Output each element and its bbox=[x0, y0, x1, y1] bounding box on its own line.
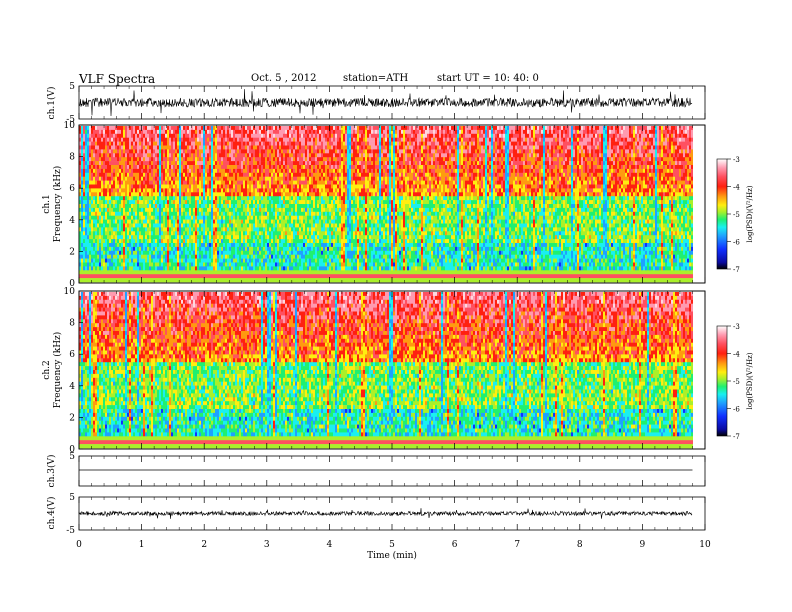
x-tick-label: 9 bbox=[640, 540, 646, 550]
ch1-colorbar-label: log(PSD)(V²/Hz) bbox=[746, 185, 754, 242]
ch1-spec-ytick-label: 4 bbox=[69, 216, 75, 226]
x-tick-label: 7 bbox=[514, 540, 520, 550]
ch2-spec-ytick-label: 8 bbox=[69, 319, 75, 329]
x-axis-label: Time (min) bbox=[367, 550, 417, 561]
ch1-spec-ytick-label: 2 bbox=[69, 247, 75, 257]
ch1-spec-ylabel: Frequency (kHz) bbox=[52, 166, 63, 243]
ch2-spec-channel-label: ch.2 bbox=[42, 360, 52, 379]
ch3-ytick-label: 5 bbox=[69, 452, 75, 462]
x-tick-label: 3 bbox=[264, 540, 270, 550]
ch1-ytick-label: -5 bbox=[66, 115, 75, 125]
ch2-spec-ytick-label: 6 bbox=[69, 350, 75, 360]
ch2-spec-ytick-label: 10 bbox=[64, 287, 76, 297]
x-tick-label: 1 bbox=[139, 540, 145, 550]
ch1-spectrogram-cells bbox=[79, 126, 693, 282]
ch1-spec-channel-label: ch.1 bbox=[42, 194, 52, 213]
ch2-spec-ylabel: Frequency (kHz) bbox=[52, 332, 63, 409]
ch2-colorbar-label: log(PSD)(V²/Hz) bbox=[746, 352, 754, 409]
ch1-colorbar-tick-label: -6 bbox=[733, 239, 740, 247]
ch2-colorbar-tick-label: -6 bbox=[733, 406, 740, 414]
ch1-colorbar-tick-label: -7 bbox=[733, 266, 740, 274]
x-tick-label: 0 bbox=[76, 540, 82, 550]
x-tick-label: 10 bbox=[699, 540, 711, 550]
x-tick-label: 5 bbox=[389, 540, 395, 550]
ch2-colorbar-tick-label: -4 bbox=[733, 351, 740, 359]
ch4-ylabel: ch.4(V) bbox=[46, 497, 57, 530]
ch2-spec-ytick-label: 4 bbox=[69, 382, 75, 392]
ch1-waveform-line bbox=[79, 89, 692, 116]
ch3-ylabel: ch.3(V) bbox=[46, 455, 57, 488]
ch1-colorbar-tick-label: -3 bbox=[733, 156, 740, 164]
ch4-ytick-label: 5 bbox=[69, 493, 75, 503]
ch2-colorbar-tick-label: -5 bbox=[733, 378, 740, 386]
ch1-spec-ytick-label: 6 bbox=[69, 184, 75, 194]
x-tick-label: 8 bbox=[577, 540, 583, 550]
ch1-colorbar-tick-label: -4 bbox=[733, 184, 740, 192]
ch2-colorbar bbox=[717, 326, 727, 436]
x-tick-label: 6 bbox=[452, 540, 458, 550]
ch4-waveform-line bbox=[79, 508, 692, 519]
ch1-ylabel: ch.1(V) bbox=[46, 87, 57, 120]
ch1-colorbar-tick-label: -5 bbox=[733, 211, 740, 219]
x-tick-label: 2 bbox=[201, 540, 207, 550]
ch1-colorbar bbox=[717, 159, 727, 269]
ch2-spectrogram-cells bbox=[79, 292, 693, 448]
ch2-spec-ytick-label: 2 bbox=[69, 413, 75, 423]
ch2-colorbar-tick-label: -7 bbox=[733, 433, 740, 441]
ch2-colorbar-tick-label: -3 bbox=[733, 323, 740, 331]
ch1-spec-ytick-label: 8 bbox=[69, 153, 75, 163]
x-tick-label: 4 bbox=[327, 540, 333, 550]
ch1-ytick-label: 5 bbox=[69, 82, 75, 92]
ch4-ytick-label: -5 bbox=[66, 526, 75, 536]
